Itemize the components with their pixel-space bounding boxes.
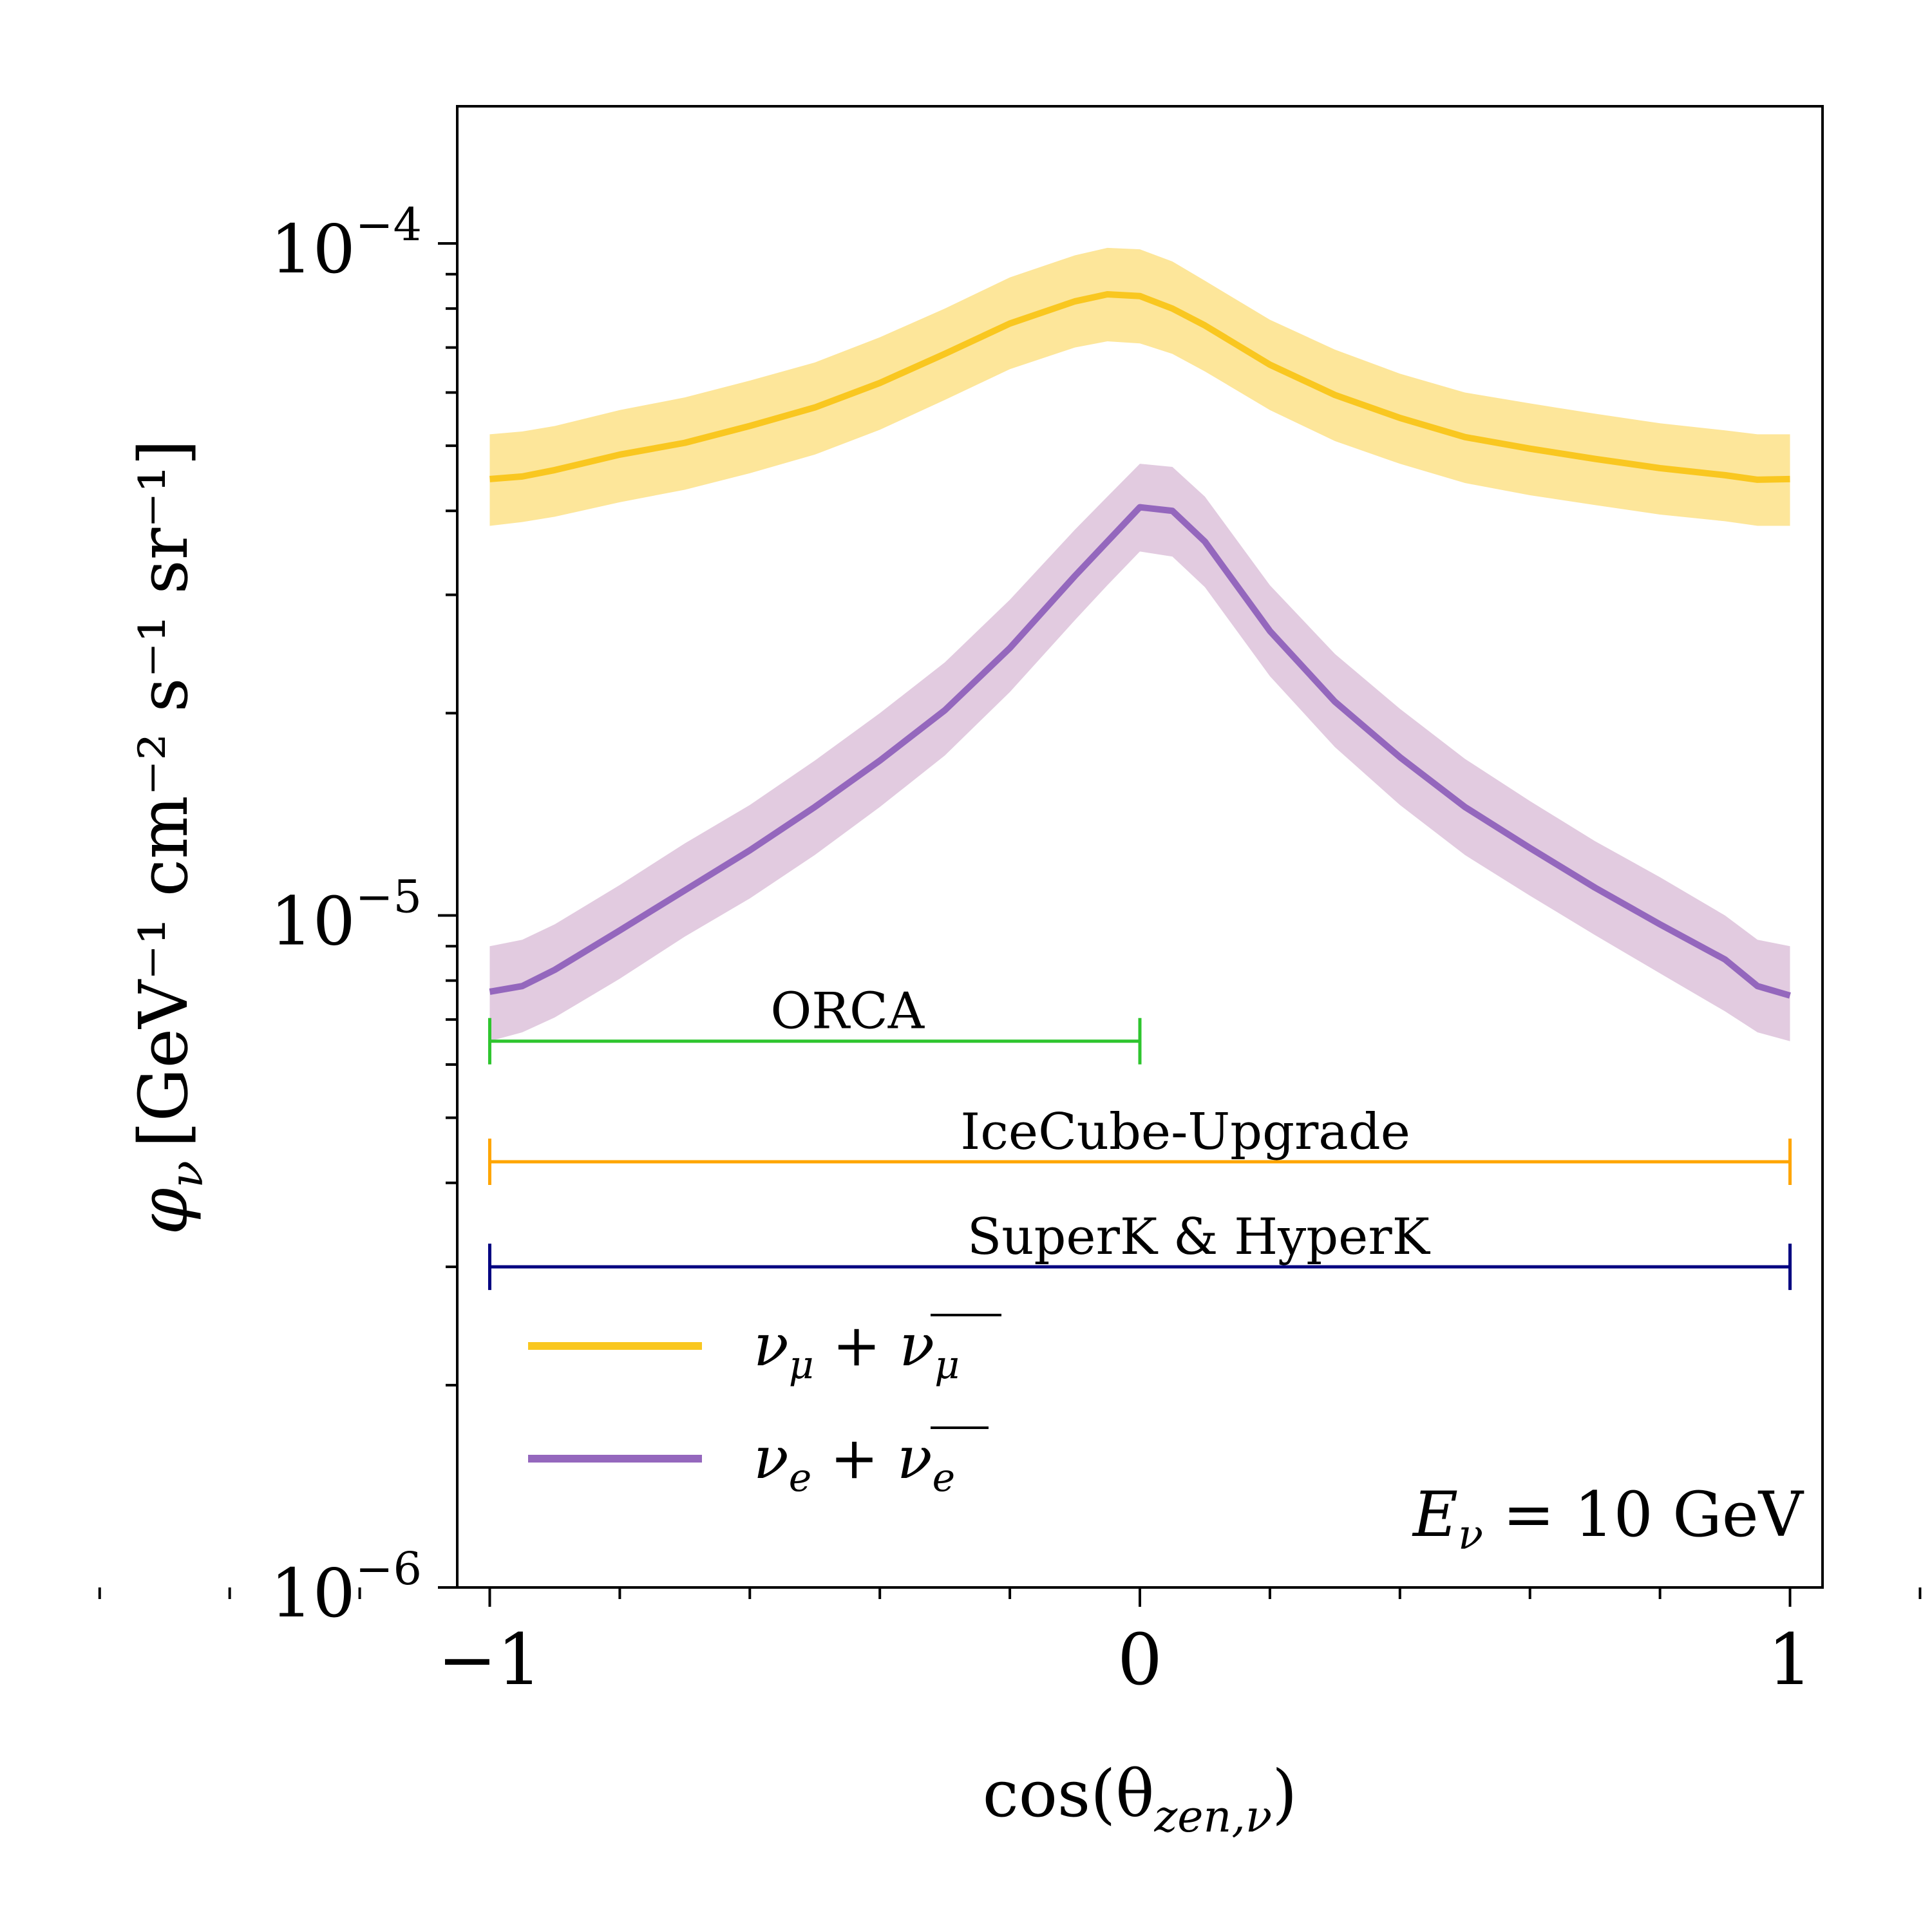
line-nue [489,504,1791,999]
legend-numu-plus: + [814,1312,900,1379]
y-tick-label-exp: −6 [355,1542,422,1595]
x-axis-label-close: ) [1272,1756,1297,1832]
y-axis-label-units: [GeV⁻¹ cm⁻² s⁻¹ sr⁻¹] [124,439,203,1148]
range-IceCube-Upgrade: IceCube-Upgrade [488,1103,1792,1185]
range-label-IceCube-Upgrade: IceCube-Upgrade [960,1103,1410,1161]
x-axis: −1 0 1 [98,1587,1922,1701]
band-numu [489,247,1790,526]
y-axis-label-symbol: φ [124,1188,203,1235]
x-tick-label: 1 [1768,1618,1813,1701]
energy-symbol-sub: ν [1458,1511,1483,1559]
range-label-ORCA: ORCA [770,983,925,1041]
y-tick-label-exp: −5 [355,870,422,923]
x-axis-label-main: cos(θ [983,1756,1155,1832]
range-ORCA: ORCA [488,983,1142,1065]
line-numu [489,291,1790,483]
legend-numu-nu: ν [753,1312,789,1379]
y-tick-label: 10−5 [270,870,422,960]
legend-label-numu: νμ + νμ [753,1312,960,1388]
x-tick-label: 0 [1117,1618,1162,1701]
y-axis-label-symbol-sub: ν [160,1160,213,1188]
legend-numu-nubar: ν [899,1312,934,1379]
legend-nue-nu-sub: e [789,1455,812,1501]
legend: νμ + νμ νe + νe [528,1312,1001,1501]
y-axis-label: φν [GeV⁻¹ cm⁻² s⁻¹ sr⁻¹] [124,439,213,1235]
x-tick-label: −1 [437,1618,542,1701]
energy-symbol: E [1412,1479,1458,1551]
legend-nue-nubar-sub: e [933,1455,956,1501]
legend-nue-plus: + [811,1425,897,1492]
x-axis-label-sub: zen,ν [1153,1792,1272,1842]
uncertainty-bands [489,247,1790,1041]
legend-nue-nu: ν [753,1425,789,1492]
legend-numu-nubar-sub: μ [934,1343,960,1388]
y-tick-label-base: 10 [270,210,355,289]
y-tick-label: 10−6 [270,1542,422,1633]
legend-nue-nubar: ν [897,1425,933,1492]
detector-ranges: ORCA IceCube-Upgrade SuperK & HyperK [488,983,1792,1291]
energy-value: = 10 GeV [1483,1479,1804,1551]
range-SuperK-HyperK: SuperK & HyperK [488,1208,1792,1291]
y-tick-label-base: 10 [270,882,355,960]
energy-annotation: Eν = 10 GeV [1412,1479,1804,1559]
series-lines [489,291,1791,999]
range-label-SuperK-HyperK: SuperK & HyperK [967,1208,1431,1266]
y-tick-label-base: 10 [270,1554,355,1633]
x-axis-label: cos(θzen,ν) [983,1756,1298,1842]
legend-numu-nu-sub: μ [789,1343,814,1388]
y-tick-label-exp: −4 [355,198,422,251]
legend-label-nue: νe + νe [753,1425,955,1501]
y-tick-label: 10−4 [270,198,422,289]
y-axis: 10−610−510−4 [270,198,457,1633]
